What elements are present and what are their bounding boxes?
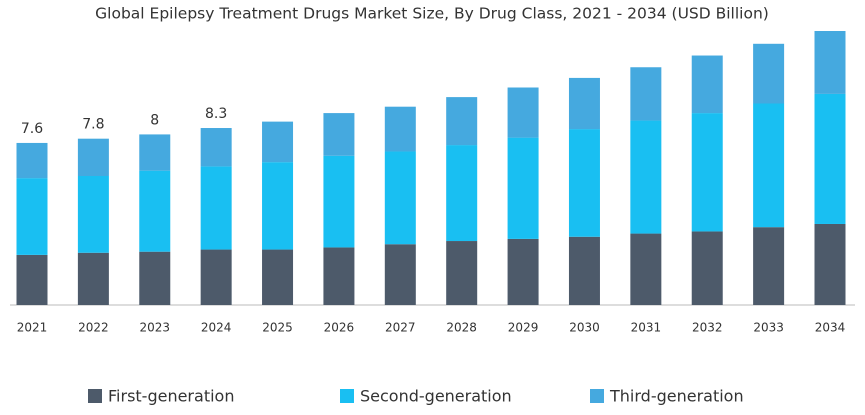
bar-segment — [691, 231, 723, 305]
x-tick-label: 2023 — [139, 321, 170, 335]
x-tick-label: 2021 — [17, 321, 48, 335]
bar-segment — [323, 155, 355, 248]
bar-segment — [568, 77, 600, 130]
x-tick-label: 2027 — [385, 321, 416, 335]
bar-segment — [814, 223, 846, 305]
bar-segment — [568, 236, 600, 305]
bar-segment — [446, 241, 478, 305]
bar-segment — [753, 103, 785, 228]
bar-segment — [139, 134, 171, 171]
bar-segment — [384, 244, 416, 305]
bar-segment — [507, 87, 539, 138]
x-tick-label: 2030 — [569, 321, 600, 335]
bar-segment — [323, 113, 355, 156]
bar-segment — [139, 170, 171, 252]
bar-segment — [262, 249, 294, 305]
bar-segment — [691, 55, 723, 114]
bar-segment — [384, 106, 416, 152]
bar-segment — [446, 97, 478, 146]
total-label: 7.6 — [21, 121, 43, 137]
total-label: 7.8 — [82, 117, 104, 133]
bar-segment — [200, 128, 232, 167]
x-tick-label: 2024 — [201, 321, 232, 335]
legend-swatch — [88, 389, 102, 403]
bar-segment — [384, 151, 416, 245]
bar-segment — [630, 67, 662, 121]
bar-segment — [262, 121, 294, 163]
x-tick-label: 2031 — [631, 321, 662, 335]
legend-label: First-generation — [108, 387, 234, 406]
legend-swatch — [340, 389, 354, 403]
legend-label: Third-generation — [609, 387, 744, 406]
bar-segment — [630, 233, 662, 305]
bar-segment — [507, 137, 539, 239]
x-tick-label: 2025 — [262, 321, 293, 335]
x-tick-label: 2029 — [508, 321, 539, 335]
x-tick-label: 2026 — [324, 321, 355, 335]
bar-segment — [814, 93, 846, 224]
bar-segment — [446, 145, 478, 242]
x-tick-label: 2028 — [446, 321, 477, 335]
bar-segment — [16, 254, 48, 305]
bar-segment — [16, 142, 48, 179]
x-tick-label: 2032 — [692, 321, 723, 335]
bar-segment — [753, 227, 785, 305]
bar-segment — [691, 113, 723, 232]
bar-segment — [814, 31, 846, 94]
bar-segment — [77, 138, 109, 176]
bar-segment — [139, 251, 171, 305]
legend-swatch — [590, 389, 604, 403]
bar-segment — [77, 175, 109, 253]
bar-segment — [200, 166, 232, 250]
bar-segment — [753, 43, 785, 104]
bar-segment — [16, 178, 48, 255]
bar-segment — [200, 249, 232, 305]
bar-segment — [77, 252, 109, 305]
legend-label: Second-generation — [360, 387, 512, 406]
bar-segment — [507, 238, 539, 305]
bar-segment — [323, 247, 355, 305]
total-label: 8 — [150, 112, 159, 128]
x-tick-label: 2033 — [753, 321, 784, 335]
chart-title: Global Epilepsy Treatment Drugs Market S… — [95, 5, 769, 23]
total-label: 8.3 — [205, 106, 227, 122]
bar-segment — [568, 129, 600, 237]
x-tick-label: 2022 — [78, 321, 109, 335]
bar-segment — [630, 120, 662, 234]
bar-segment — [262, 162, 294, 250]
x-tick-label: 2034 — [815, 321, 846, 335]
